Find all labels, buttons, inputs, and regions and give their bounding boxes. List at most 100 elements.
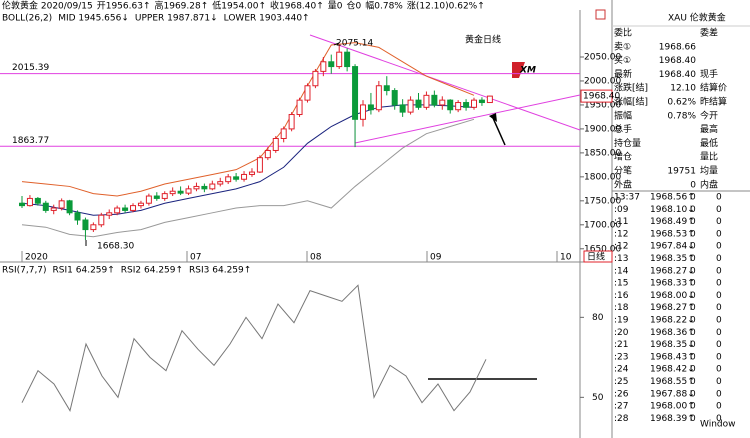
candle-body — [66, 200, 73, 214]
candle-body — [50, 207, 57, 211]
tick-time: :20 — [614, 328, 629, 338]
quote-value: 0.78% — [667, 111, 696, 121]
tick-time: :28 — [614, 414, 629, 424]
y-tick-label: 2050.00 — [584, 52, 621, 62]
tick-extra: 0 — [716, 266, 722, 276]
candle-body — [352, 66, 359, 120]
candle-body — [114, 207, 121, 214]
indicator-field: LOWER 1903.440↑ — [224, 14, 310, 24]
tick-extra: 0 — [716, 414, 722, 424]
quote-label: 现手 — [700, 68, 718, 80]
tick-price: 1968.27↓ — [650, 266, 695, 276]
tick-volume: 0 — [690, 352, 696, 362]
tick-extra: 0 — [716, 377, 722, 387]
tick-extra: 0 — [716, 193, 722, 203]
tick-time: :18 — [614, 303, 629, 313]
header-field: 幅0.78% — [365, 0, 403, 12]
candle-body — [264, 149, 271, 159]
indicator-field: BOLL(26,2) — [2, 14, 52, 24]
x-tick-label: 07 — [190, 253, 201, 263]
candle-body — [312, 70, 319, 87]
quote-label: 增仓 — [614, 151, 632, 163]
candle-body — [328, 61, 335, 68]
tick-price: 1968.00↑ — [650, 402, 695, 412]
candle-body — [367, 104, 374, 111]
quote-label: 量比 — [700, 151, 718, 163]
indicator-field: RSI3 64.259↑ — [189, 266, 251, 276]
candle-body — [256, 157, 263, 173]
candle-body — [336, 51, 343, 68]
candle-body — [280, 128, 287, 139]
tick-extra: 0 — [716, 229, 722, 239]
candle-body — [161, 193, 168, 199]
arrow-head — [489, 113, 497, 122]
tick-price: 1968.43↑ — [650, 352, 695, 362]
quote-label: 最低 — [700, 137, 718, 149]
period-tab-label: 日线 — [587, 251, 605, 263]
quote-value: 0 — [690, 180, 696, 190]
tick-time: :25 — [614, 377, 628, 387]
watermark: Window — [700, 420, 736, 430]
tick-volume: 0 — [690, 402, 696, 412]
quote-value: 0.62% — [667, 98, 696, 108]
candle-body — [106, 212, 113, 216]
y-tick-label: 1650.00 — [584, 244, 621, 254]
tick-extra: 0 — [716, 365, 722, 375]
y-tick-label: 1750.00 — [584, 196, 621, 206]
candle-body — [185, 188, 192, 194]
header-field: 高1969.28↑ — [155, 0, 209, 12]
y-tick-label: 1850.00 — [584, 148, 621, 158]
candle-body — [122, 207, 129, 211]
tick-volume: 0 — [690, 254, 696, 264]
tick-price: 1968.36↑ — [650, 328, 695, 338]
tick-time: :23 — [614, 352, 628, 362]
candle-body — [130, 205, 137, 211]
tick-extra: 0 — [716, 328, 722, 338]
panel-icon[interactable] — [595, 9, 606, 20]
tick-price: 1967.84↓ — [650, 242, 695, 252]
tick-volume: 0 — [690, 414, 696, 424]
quote-label: 振幅 — [614, 109, 632, 121]
x-tick-label: 09 — [430, 253, 442, 263]
tick-price: 1968.22↓ — [650, 316, 695, 326]
candle-body — [375, 85, 382, 111]
chart-title: 黄金日线 — [465, 34, 501, 46]
candle-body — [288, 114, 295, 130]
indicator-field: UPPER 1987.871↓ — [135, 14, 218, 24]
candle-body — [137, 202, 144, 207]
boll-line — [21, 42, 475, 197]
quote-value: 19751 — [667, 167, 696, 177]
candle-body — [407, 99, 414, 113]
tick-price: 1968.49↑ — [650, 217, 695, 227]
candle-body — [455, 102, 462, 111]
candle-body — [19, 202, 25, 207]
quote-label: 总手 — [614, 123, 632, 135]
quote-label: 委差 — [700, 27, 718, 39]
candle-body — [225, 176, 232, 183]
candle-body — [296, 99, 303, 116]
y-tick-label: 80 — [592, 313, 604, 323]
candle-body — [177, 190, 184, 194]
candle-body — [153, 195, 160, 199]
rsi-line — [21, 284, 487, 412]
candle-body — [82, 219, 89, 231]
candle-body — [383, 85, 390, 92]
x-tick-label: 10 — [560, 253, 572, 263]
tick-extra: 0 — [716, 291, 722, 301]
candle-body — [98, 214, 105, 226]
tick-volume: 0 — [690, 217, 696, 227]
quote-label: 买① — [614, 55, 631, 66]
tick-time: :21 — [614, 340, 628, 350]
candle-body — [201, 185, 208, 190]
candle-body — [439, 99, 446, 106]
candle-body — [415, 99, 422, 108]
tick-extra: 0 — [716, 402, 722, 412]
tick-time: :27 — [614, 402, 628, 412]
tick-time: :19 — [614, 316, 629, 326]
candle-body — [241, 173, 248, 180]
x-tick-label: 2020 — [25, 253, 48, 263]
indicator-field: MID 1945.656↓ — [58, 14, 129, 24]
header-field: 涨(12.10)0.62%↑ — [407, 1, 485, 12]
tick-time: :26 — [614, 389, 629, 399]
